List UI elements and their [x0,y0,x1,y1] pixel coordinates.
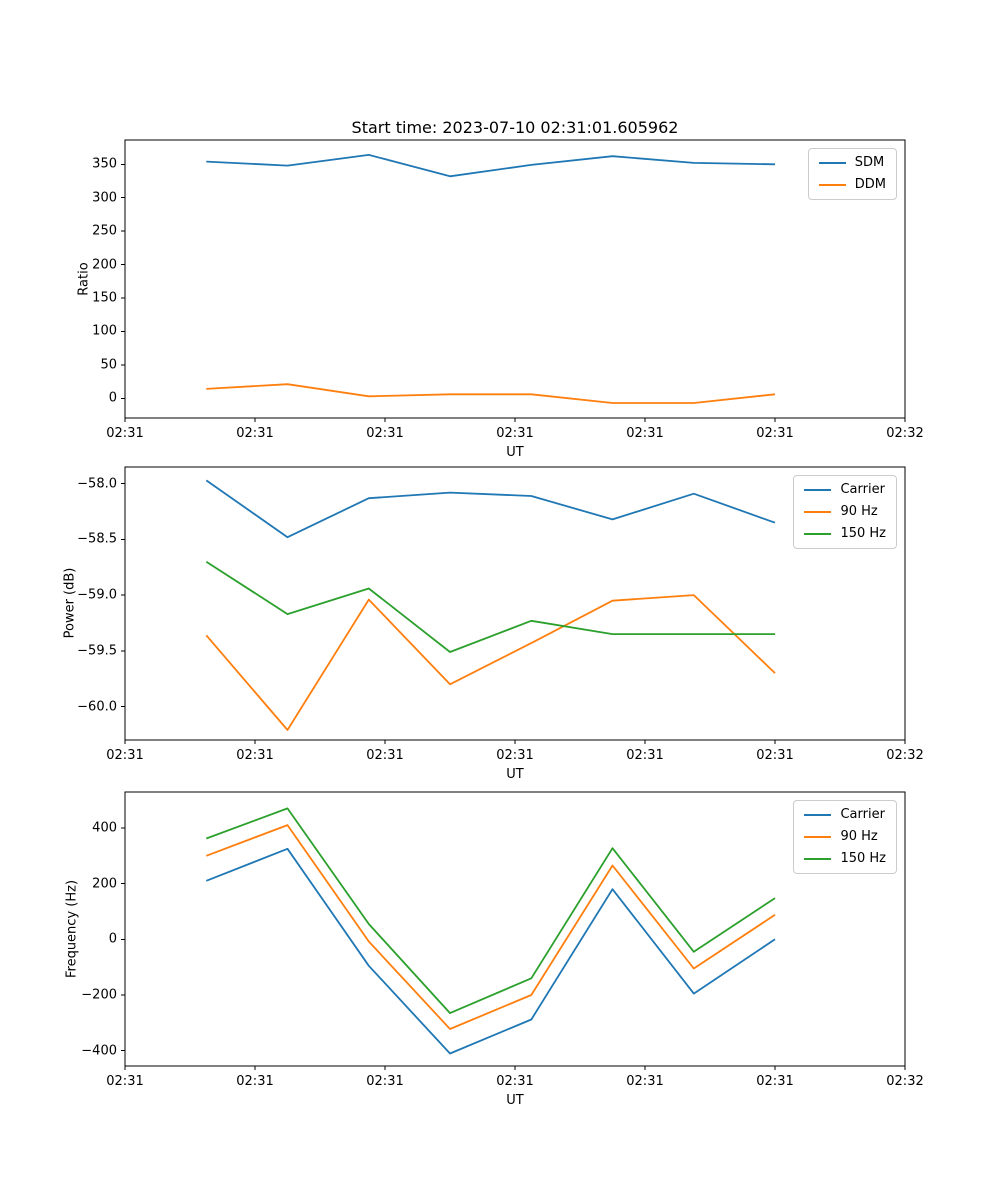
series-line-150-hz [205,807,776,1014]
x-tick-label: 02:31 [496,1074,534,1089]
legend-item: Carrier [804,808,886,822]
plot-area-spines [124,791,906,1067]
legend-label: 150 Hz [840,851,886,866]
legend-item: 90 Hz [804,830,886,844]
legend-line-swatch [804,533,832,535]
y-axis-label-power: Power (dB) [62,567,78,639]
plot-area-spines [124,139,906,419]
x-tick-label: 02:31 [626,748,664,763]
y-tick-label: −60.0 [77,699,117,715]
x-tick-label: 02:32 [886,426,924,441]
x-tick-label: 02:32 [886,1074,924,1089]
legend-label: 90 Hz [840,504,878,519]
legend-item: Carrier [804,483,886,497]
x-tick-label: 02:31 [366,1074,404,1089]
legend-label: 150 Hz [840,526,886,541]
legend-line-swatch [818,162,846,164]
y-tick-label: 0 [108,931,117,947]
legend-label: SDM [854,155,885,170]
chart-title: Start time: 2023-07-10 02:31:01.605962 [351,118,679,137]
x-axis-label-ut-1: UT [506,445,524,460]
x-tick-label: 02:32 [886,748,924,763]
legend-line-swatch [804,836,832,838]
legend-label: 90 Hz [840,829,878,844]
y-tick-label: 50 [100,357,117,373]
legend-item: 150 Hz [804,852,886,866]
legend-line-swatch [804,511,832,513]
x-tick-label: 02:31 [756,1074,794,1089]
y-axis-label-frequency: Frequency (Hz) [64,879,80,979]
x-tick-label: 02:31 [496,426,534,441]
legend-label: Carrier [840,482,885,497]
x-tick-label: 02:31 [106,748,144,763]
y-tick-label: −58.5 [77,531,117,547]
legend-ratio: SDM DDM [807,148,897,200]
series-line-sdm [206,153,776,178]
legend-line-swatch [818,184,846,186]
series-line-ddm [206,383,776,404]
y-tick-label: 0 [108,390,117,406]
x-axis-label-ut-3: UT [506,1093,524,1108]
legend-frequency: Carrier 90 Hz 150 Hz [793,800,897,874]
x-tick-label: 02:31 [236,1074,274,1089]
y-tick-label: −59.5 [77,643,117,659]
y-tick-label: 150 [92,290,117,306]
y-tick-label: −200 [81,987,117,1003]
legend-item: DDM [818,177,886,192]
x-tick-label: 02:31 [756,426,794,441]
legend-power: Carrier 90 Hz 150 Hz [793,475,897,549]
y-tick-label: 250 [92,223,117,239]
y-tick-label: 400 [92,820,117,836]
x-tick-label: 02:31 [366,748,404,763]
y-tick-label: 350 [92,156,117,172]
x-tick-label: 02:31 [366,426,404,441]
series-line-90-hz [205,594,776,731]
y-tick-label: 300 [92,190,117,206]
x-tick-label: 02:31 [236,748,274,763]
x-tick-label: 02:31 [106,1074,144,1089]
y-tick-label: 200 [92,257,117,273]
legend-item: 150 Hz [804,527,886,541]
plot-area-spines [124,466,906,741]
y-tick-label: −58.0 [77,476,117,492]
legend-label: DDM [854,177,886,192]
x-tick-label: 02:31 [756,748,794,763]
x-tick-label: 02:31 [236,426,274,441]
x-tick-label: 02:31 [496,748,534,763]
y-tick-label: 200 [92,876,117,892]
x-tick-label: 02:31 [106,426,144,441]
x-tick-label: 02:31 [626,426,664,441]
series-line-90-hz [205,824,776,1030]
legend-line-swatch [804,814,832,816]
series-line-150-hz [205,560,775,653]
legend-item: SDM [818,155,886,170]
series-line-carrier [205,479,776,539]
x-axis-label-ut-2: UT [506,767,524,782]
y-tick-label: −400 [81,1043,117,1059]
series-line-carrier [205,847,776,1055]
legend-label: Carrier [840,807,885,822]
legend-line-swatch [804,489,832,491]
legend-item: 90 Hz [804,505,886,519]
x-tick-label: 02:31 [626,1074,664,1089]
y-tick-label: −59.0 [77,587,117,603]
legend-line-swatch [804,858,832,860]
y-tick-label: 100 [92,323,117,339]
